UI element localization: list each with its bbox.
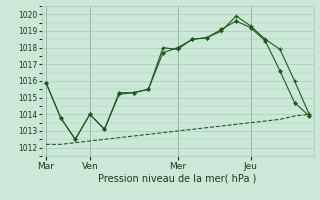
X-axis label: Pression niveau de la mer( hPa ): Pression niveau de la mer( hPa ) bbox=[99, 173, 257, 183]
